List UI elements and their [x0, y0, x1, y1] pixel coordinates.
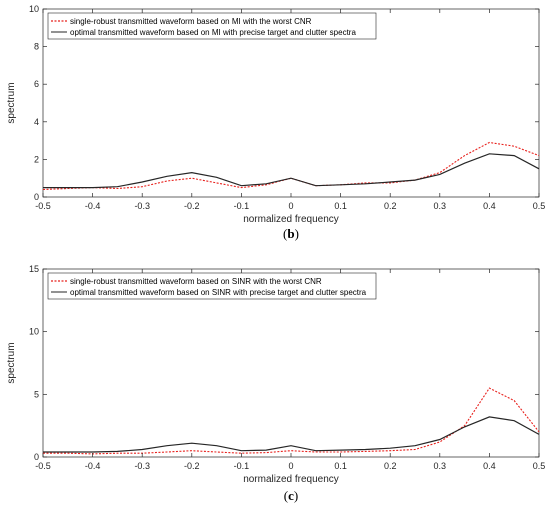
- x-tick-label: -0.2: [184, 201, 200, 211]
- x-tick-label: 0.2: [384, 201, 397, 211]
- x-tick-label: 0.5: [533, 461, 546, 471]
- chart-panel-b: -0.5 -0.4 -0.3 -0.2 -0.1 0 0.1 0.2 0.3 0.4 0.5 0 2 4 6…: [6, 4, 545, 241]
- legend-c: single-robust transmitted waveform based…: [47, 272, 377, 300]
- x-tick-label: -0.5: [35, 201, 51, 211]
- x-tick-label: 0.1: [334, 461, 347, 471]
- panel-label-c: (c): [284, 488, 298, 503]
- x-tick-label: -0.4: [85, 201, 101, 211]
- x-tick-label: 0: [288, 461, 293, 471]
- x-tick-label: 0.3: [434, 201, 447, 211]
- x-tick-label: 0.4: [483, 461, 496, 471]
- x-tick-label: -0.1: [234, 461, 250, 471]
- y-tick-label: 0: [34, 452, 39, 462]
- optimal-series-line: [43, 153, 540, 189]
- x-tick-label: -0.5: [35, 461, 51, 471]
- chart-panel-c: -0.5 -0.4 -0.3 -0.2 -0.1 0 0.1 0.2 0.3 0.4 0.5 0 5 10…: [6, 264, 545, 503]
- series-lines-b: [42, 141, 540, 191]
- x-axis-label-c: normalized frequency: [243, 474, 339, 485]
- y-tick-label: 8: [34, 42, 39, 52]
- y-tick-label: 0: [34, 192, 39, 202]
- panel-letter-b: b: [287, 226, 294, 241]
- y-tick-label: 5: [34, 389, 39, 399]
- y-tick-label: 6: [34, 79, 39, 89]
- x-tick-label: -0.1: [234, 201, 250, 211]
- axes-c: -0.5 -0.4 -0.3 -0.2 -0.1 0 0.1 0.2 0.3 0.4 0.5 0 5 10…: [29, 264, 545, 471]
- x-tick-label: -0.3: [134, 461, 150, 471]
- legend-entry-optimal-c: optimal transmitted waveform based on SI…: [70, 288, 367, 297]
- legend-entry-robust-c: single-robust transmitted waveform based…: [70, 277, 322, 286]
- y-tick-label: 15: [29, 264, 39, 274]
- y-tick-label: 10: [29, 327, 39, 337]
- legend-box-b: [47, 12, 377, 40]
- optimal-series-line: [43, 416, 540, 453]
- x-tick-label: -0.3: [134, 201, 150, 211]
- x-tick-label: 0.4: [483, 201, 496, 211]
- y-axis-label-b: spectrum: [6, 82, 17, 123]
- x-tick-label: 0: [288, 201, 293, 211]
- x-tick-label: 0.1: [334, 201, 347, 211]
- y-tick-label: 10: [29, 4, 39, 14]
- panel-label-b: (b): [283, 226, 299, 241]
- legend-box-c: [47, 272, 377, 300]
- x-axis-label-b: normalized frequency: [243, 214, 339, 225]
- series-lines-c: [43, 387, 540, 455]
- y-tick-label: 4: [34, 117, 39, 127]
- panel-letter-c: c: [288, 488, 294, 503]
- legend-entry-optimal-b: optimal transmitted waveform based on MI…: [70, 28, 356, 37]
- legend-entry-robust-b: single-robust transmitted waveform based…: [70, 17, 312, 26]
- y-axis-label-c: spectrum: [6, 342, 17, 383]
- legend-b: single-robust transmitted waveform based…: [47, 12, 377, 40]
- axes-b: -0.5 -0.4 -0.3 -0.2 -0.1 0 0.1 0.2 0.3 0.4 0.5 0 2 4 6…: [29, 4, 545, 211]
- x-tick-label: 0.2: [384, 461, 397, 471]
- x-tick-label: -0.4: [85, 461, 101, 471]
- x-tick-label: 0.5: [533, 201, 546, 211]
- y-tick-label: 2: [34, 154, 39, 164]
- x-tick-label: -0.2: [184, 461, 200, 471]
- plot-area-b: [42, 8, 540, 198]
- x-tick-label: 0.3: [434, 461, 447, 471]
- plot-area-c: [42, 268, 540, 458]
